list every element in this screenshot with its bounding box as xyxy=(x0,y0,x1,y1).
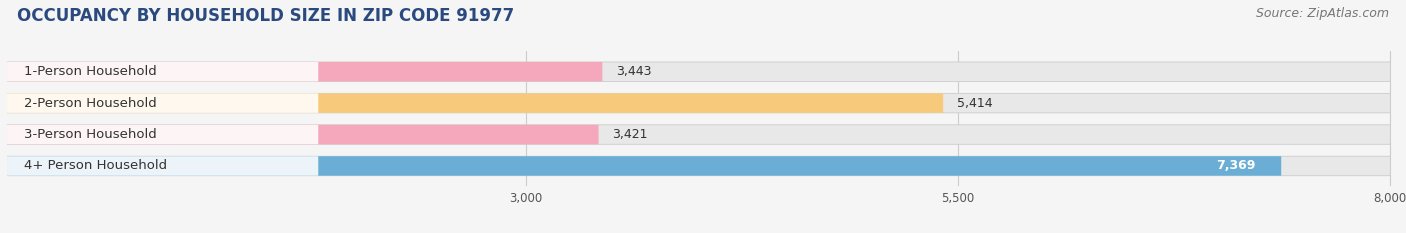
Text: 3,421: 3,421 xyxy=(613,128,648,141)
FancyBboxPatch shape xyxy=(7,93,943,113)
FancyBboxPatch shape xyxy=(7,93,318,113)
Text: 5,414: 5,414 xyxy=(957,97,993,110)
Text: 7,369: 7,369 xyxy=(1216,159,1256,172)
Text: 4+ Person Household: 4+ Person Household xyxy=(24,159,167,172)
FancyBboxPatch shape xyxy=(7,156,1281,176)
FancyBboxPatch shape xyxy=(7,125,1391,144)
FancyBboxPatch shape xyxy=(7,62,1391,81)
FancyBboxPatch shape xyxy=(7,93,1391,113)
Text: 3-Person Household: 3-Person Household xyxy=(24,128,157,141)
FancyBboxPatch shape xyxy=(7,62,318,81)
FancyBboxPatch shape xyxy=(7,62,602,81)
Text: 3,443: 3,443 xyxy=(616,65,652,78)
Text: Source: ZipAtlas.com: Source: ZipAtlas.com xyxy=(1256,7,1389,20)
FancyBboxPatch shape xyxy=(7,125,318,144)
Text: 1-Person Household: 1-Person Household xyxy=(24,65,157,78)
Text: 2-Person Household: 2-Person Household xyxy=(24,97,157,110)
FancyBboxPatch shape xyxy=(7,125,599,144)
FancyBboxPatch shape xyxy=(7,156,318,176)
Text: OCCUPANCY BY HOUSEHOLD SIZE IN ZIP CODE 91977: OCCUPANCY BY HOUSEHOLD SIZE IN ZIP CODE … xyxy=(17,7,515,25)
FancyBboxPatch shape xyxy=(7,156,1391,176)
